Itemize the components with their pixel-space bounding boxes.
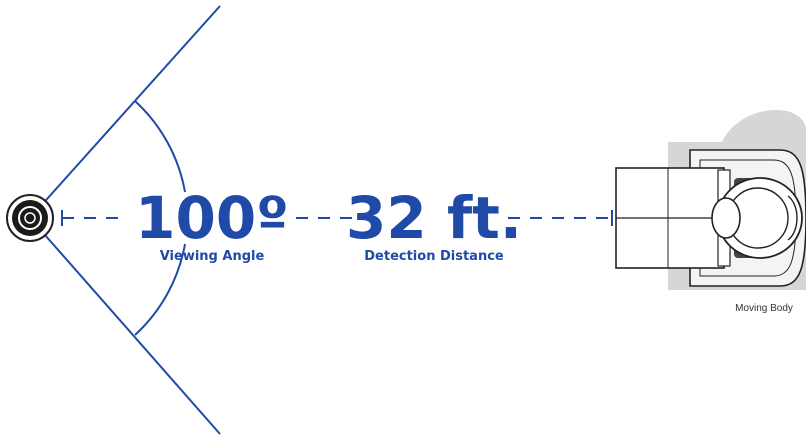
- detection-distance-line: [61, 210, 613, 226]
- angle-arc-upper: [134, 100, 186, 193]
- cone-lower-line: [29, 217, 221, 435]
- angle-arc-lower: [134, 243, 186, 336]
- moving-body-label: Moving Body: [735, 303, 793, 314]
- viewing-angle-value: 100º: [135, 184, 289, 252]
- motion-sensor-icon: [6, 194, 54, 242]
- cone-upper-line: [29, 5, 221, 219]
- viewing-angle-label: Viewing Angle: [160, 249, 265, 264]
- person-topdown-icon: [615, 110, 806, 290]
- detection-distance-label: Detection Distance: [364, 249, 504, 264]
- detection-distance-value: 32 ft.: [346, 184, 522, 252]
